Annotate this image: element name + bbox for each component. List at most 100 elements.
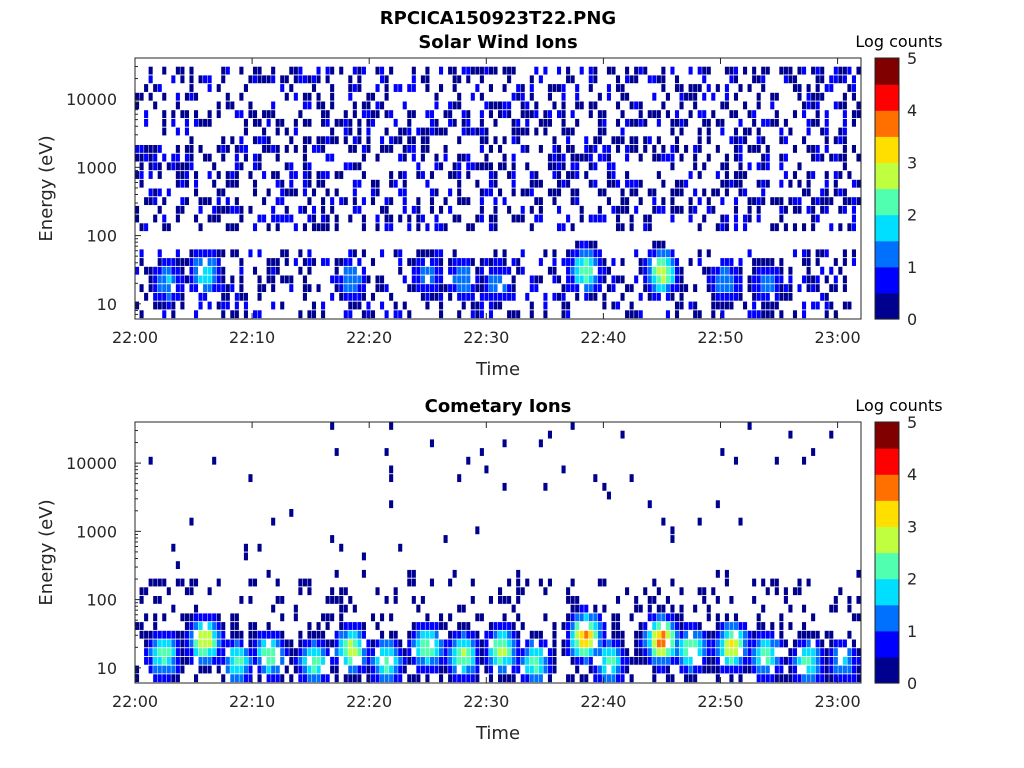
spectrogram-cell bbox=[157, 249, 162, 258]
spectrogram-cell bbox=[743, 622, 748, 630]
spectrogram-cell bbox=[302, 118, 307, 127]
spectrogram-cell bbox=[829, 75, 834, 84]
spectrogram-cell bbox=[230, 656, 235, 665]
spectrogram-cell bbox=[761, 179, 766, 188]
spectrogram-cell bbox=[198, 249, 203, 258]
spectrogram-cell bbox=[838, 66, 843, 75]
spectrogram-cell bbox=[643, 66, 648, 75]
spectrogram-cell bbox=[520, 188, 525, 197]
spectrogram-cell bbox=[334, 596, 339, 604]
spectrogram-cell bbox=[597, 92, 602, 101]
spectrogram-cell bbox=[429, 258, 435, 266]
spectrogram-cell bbox=[688, 171, 693, 179]
spectrogram-cell bbox=[452, 275, 457, 284]
spectrogram-cell bbox=[189, 84, 194, 92]
colorbar-swatch bbox=[875, 256, 899, 260]
spectrogram-cell bbox=[225, 197, 230, 206]
spectrogram-cell bbox=[738, 162, 743, 171]
spectrogram-cell bbox=[625, 75, 630, 84]
spectrogram-cell bbox=[561, 310, 566, 319]
spectrogram-cell bbox=[266, 188, 271, 197]
spectrogram-cell bbox=[629, 474, 634, 483]
spectrogram-cell bbox=[847, 66, 852, 75]
spectrogram-cell bbox=[162, 110, 167, 119]
spectrogram-cell bbox=[239, 656, 244, 665]
spectrogram-cell bbox=[811, 101, 816, 110]
spectrogram-cell bbox=[679, 284, 684, 293]
spectrogram-cell bbox=[833, 674, 838, 683]
spectrogram-cell bbox=[361, 110, 366, 119]
spectrogram-cell bbox=[502, 439, 507, 448]
spectrogram-cell bbox=[425, 674, 430, 683]
spectrogram-cell bbox=[357, 205, 362, 214]
spectrogram-cell bbox=[715, 284, 720, 293]
spectrogram-cell bbox=[711, 310, 716, 319]
spectrogram-cell bbox=[738, 145, 743, 153]
spectrogram-cell bbox=[488, 179, 493, 188]
spectrogram-cell bbox=[348, 84, 353, 92]
spectrogram-cell bbox=[765, 665, 770, 674]
colorbar-swatch bbox=[875, 484, 899, 488]
spectrogram-cell bbox=[684, 665, 689, 674]
spectrogram-cell bbox=[792, 310, 798, 319]
colorbar-swatch bbox=[875, 568, 899, 572]
spectrogram-cell bbox=[702, 656, 707, 665]
spectrogram-cell bbox=[498, 656, 503, 665]
spectrogram-cell bbox=[588, 292, 593, 301]
spectrogram-cell bbox=[175, 578, 180, 587]
spectrogram-cell bbox=[466, 665, 471, 674]
spectrogram-cell bbox=[234, 648, 239, 657]
spectrogram-cell bbox=[570, 639, 575, 648]
spectrogram-cell bbox=[520, 622, 525, 630]
spectrogram-cell bbox=[411, 622, 416, 630]
spectrogram-cell bbox=[484, 292, 489, 301]
spectrogram-cell bbox=[566, 127, 571, 136]
spectrogram-cell bbox=[797, 66, 802, 75]
colorbar-swatch bbox=[875, 607, 899, 611]
spectrogram-cell bbox=[774, 587, 779, 596]
spectrogram-cell bbox=[665, 665, 670, 674]
spectrogram-cell bbox=[352, 284, 357, 293]
spectrogram-cell bbox=[375, 639, 380, 648]
spectrogram-cell bbox=[198, 275, 203, 284]
spectrogram-cell bbox=[584, 630, 589, 639]
spectrogram-cell bbox=[457, 648, 462, 657]
spectrogram-cell bbox=[511, 92, 516, 101]
spectrogram-cell bbox=[466, 197, 471, 206]
spectrogram-cell bbox=[842, 127, 847, 136]
spectrogram-cell bbox=[597, 613, 602, 622]
spectrogram-cell bbox=[262, 665, 267, 674]
spectrogram-cell bbox=[797, 656, 802, 665]
spectrogram-cell bbox=[488, 622, 493, 630]
spectrogram-cell bbox=[647, 249, 652, 258]
spectrogram-cell bbox=[316, 665, 321, 674]
spectrogram-cell bbox=[380, 639, 385, 648]
spectrogram-cell bbox=[384, 75, 389, 84]
spectrogram-cell bbox=[402, 648, 407, 657]
spectrogram-cell bbox=[175, 179, 180, 188]
spectrogram-cell bbox=[634, 639, 639, 648]
spectrogram-cell bbox=[815, 258, 820, 266]
colorbar-swatch bbox=[875, 240, 899, 244]
spectrogram-cell bbox=[348, 596, 353, 604]
spectrogram-cell bbox=[543, 310, 548, 319]
spectrogram-cell bbox=[407, 639, 412, 648]
spectrogram-cell bbox=[479, 292, 484, 301]
spectrogram-cell bbox=[829, 639, 834, 648]
spectrogram-cell bbox=[520, 92, 525, 101]
spectrogram-cell bbox=[556, 223, 562, 232]
spectrogram-cell bbox=[411, 275, 416, 284]
spectrogram-cell bbox=[470, 223, 475, 232]
colorbar-swatch bbox=[875, 429, 899, 434]
spectrogram-cell bbox=[593, 613, 598, 622]
spectrogram-cell bbox=[579, 249, 584, 258]
spectrogram-cell bbox=[212, 214, 217, 223]
spectrogram-cell bbox=[674, 110, 680, 119]
colorbar bbox=[875, 58, 899, 320]
spectrogram-cell bbox=[806, 205, 811, 214]
spectrogram-cell bbox=[620, 630, 625, 639]
spectrogram-cell bbox=[443, 197, 448, 206]
spectrogram-cell bbox=[180, 205, 185, 214]
spectrogram-cell bbox=[661, 240, 666, 249]
colorbar-swatch bbox=[875, 144, 899, 148]
